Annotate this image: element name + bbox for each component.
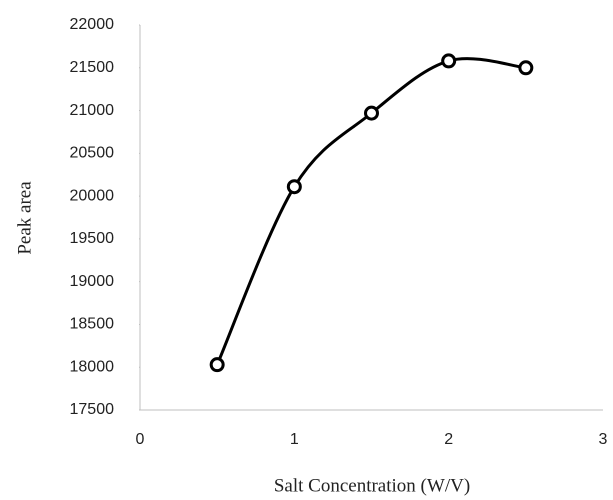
y-tick-label: 17500	[70, 401, 115, 418]
line	[215, 57, 527, 366]
x-tick-label: 0	[136, 431, 145, 448]
y-tick-label: 21000	[70, 102, 115, 119]
marker	[441, 53, 457, 69]
y-tick-label: 19000	[70, 273, 115, 290]
y-axis-title: Peak area	[14, 181, 35, 255]
x-tick-label: 3	[599, 431, 608, 448]
y-tick-label: 21500	[70, 59, 115, 76]
y-tick-label: 20000	[70, 187, 115, 204]
y-tick-label: 22000	[70, 16, 115, 33]
x-tick-label: 1	[290, 431, 299, 448]
y-tick-label: 18500	[70, 316, 115, 333]
marker	[518, 60, 534, 76]
y-tick-label: 18000	[70, 358, 115, 375]
marker	[286, 179, 302, 195]
y-tick-label: 19500	[70, 230, 115, 247]
x-tick-label: 2	[444, 431, 453, 448]
y-tick-label: 20500	[70, 145, 115, 162]
marker	[209, 357, 225, 373]
marker	[364, 105, 379, 121]
x-axis-title: Salt Concentration (W/V)	[274, 475, 470, 496]
